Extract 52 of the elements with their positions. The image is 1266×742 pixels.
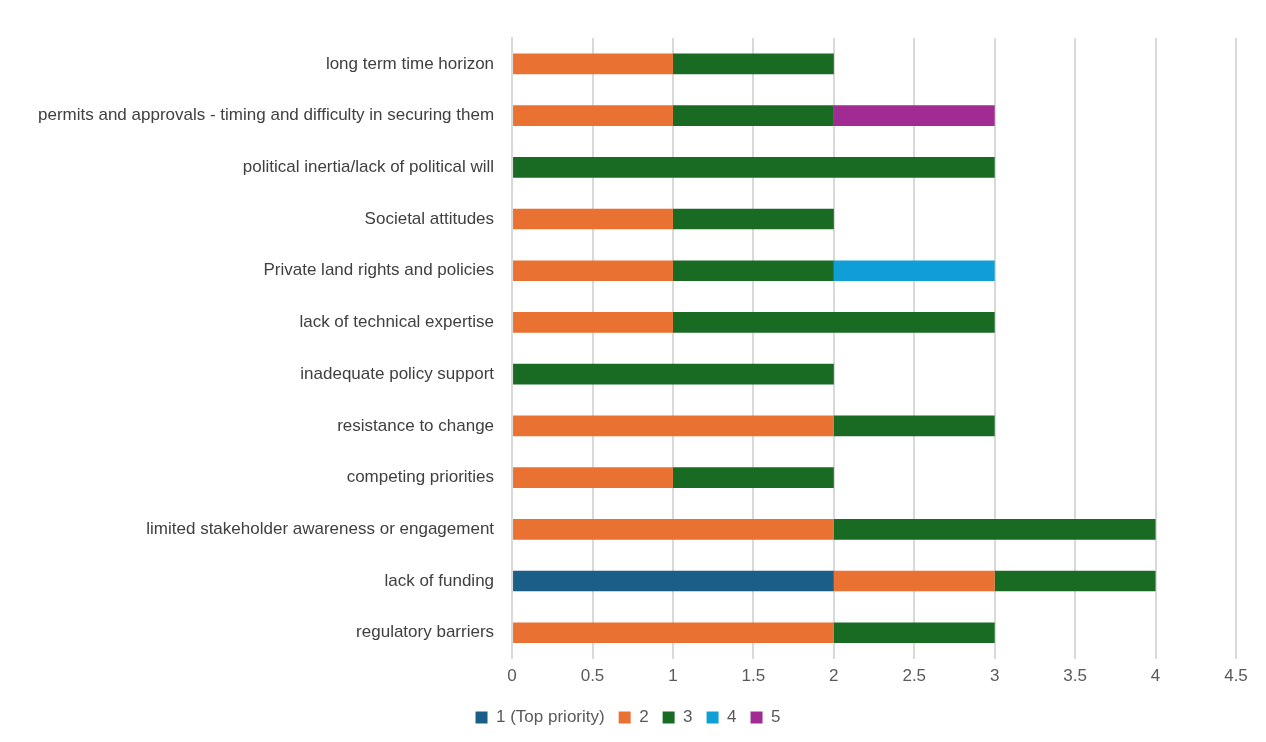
- x-tick-label: 2.5: [902, 666, 927, 686]
- legend-label: 1 (Top priority): [496, 707, 605, 727]
- legend-label: 5: [771, 707, 781, 727]
- bar: [833, 415, 995, 437]
- x-tick-label: 2: [829, 666, 839, 686]
- x-tick-label: 1.5: [741, 666, 766, 686]
- x-tick-label: 0: [507, 666, 517, 686]
- legend-label: 3: [683, 707, 693, 727]
- y-tick-label: regulatory barriers: [356, 622, 495, 642]
- bar: [513, 467, 673, 488]
- y-tick-label: limited stakeholder awareness or engagement: [146, 519, 495, 538]
- x-tick-label: 4: [1150, 666, 1161, 686]
- bar: [994, 570, 1156, 592]
- x-tick-label: 4.5: [1224, 666, 1248, 686]
- bar: [672, 467, 834, 488]
- bar: [833, 105, 995, 126]
- y-tick-label: permits and approvals - timing and difficulty in securing them: [37, 105, 495, 125]
- x-tick-label: 0.5: [580, 666, 605, 686]
- legend-label: 2: [639, 707, 649, 727]
- y-tick-label: resistance to change: [337, 415, 495, 435]
- bar: [513, 570, 834, 592]
- y-tick-label: lack of technical expertise: [299, 312, 495, 332]
- bar: [672, 53, 834, 75]
- y-tick-label: inadequate policy support: [300, 363, 495, 383]
- bar: [672, 312, 995, 333]
- y-tick-label: competing priorities: [346, 467, 495, 487]
- bar: [513, 105, 673, 126]
- bar: [513, 53, 673, 75]
- bar: [672, 208, 834, 230]
- bar: [513, 208, 673, 230]
- bar: [513, 363, 834, 385]
- bar: [513, 622, 834, 644]
- x-tick-label: 3.5: [1063, 666, 1087, 686]
- bar: [672, 105, 834, 126]
- bar: [513, 156, 995, 178]
- bar: [672, 260, 834, 282]
- y-tick-label: Societal attitudes: [364, 208, 495, 228]
- x-tick-label: 1: [668, 666, 678, 686]
- bar: [833, 570, 995, 592]
- bar: [513, 260, 673, 282]
- bar: [833, 622, 995, 644]
- legend-label: 4: [727, 707, 737, 727]
- y-tick-label: political inertia/lack of political will: [242, 156, 495, 176]
- x-tick-label: 3: [989, 666, 1000, 686]
- bar: [513, 518, 834, 540]
- y-tick-label: Private land rights and policies: [263, 260, 495, 280]
- y-tick-label: long term time horizon: [325, 53, 495, 73]
- bar: [513, 415, 834, 437]
- bar: [513, 312, 673, 333]
- bar: [833, 260, 995, 282]
- bar: [833, 518, 1156, 540]
- y-tick-label: lack of funding: [384, 570, 495, 590]
